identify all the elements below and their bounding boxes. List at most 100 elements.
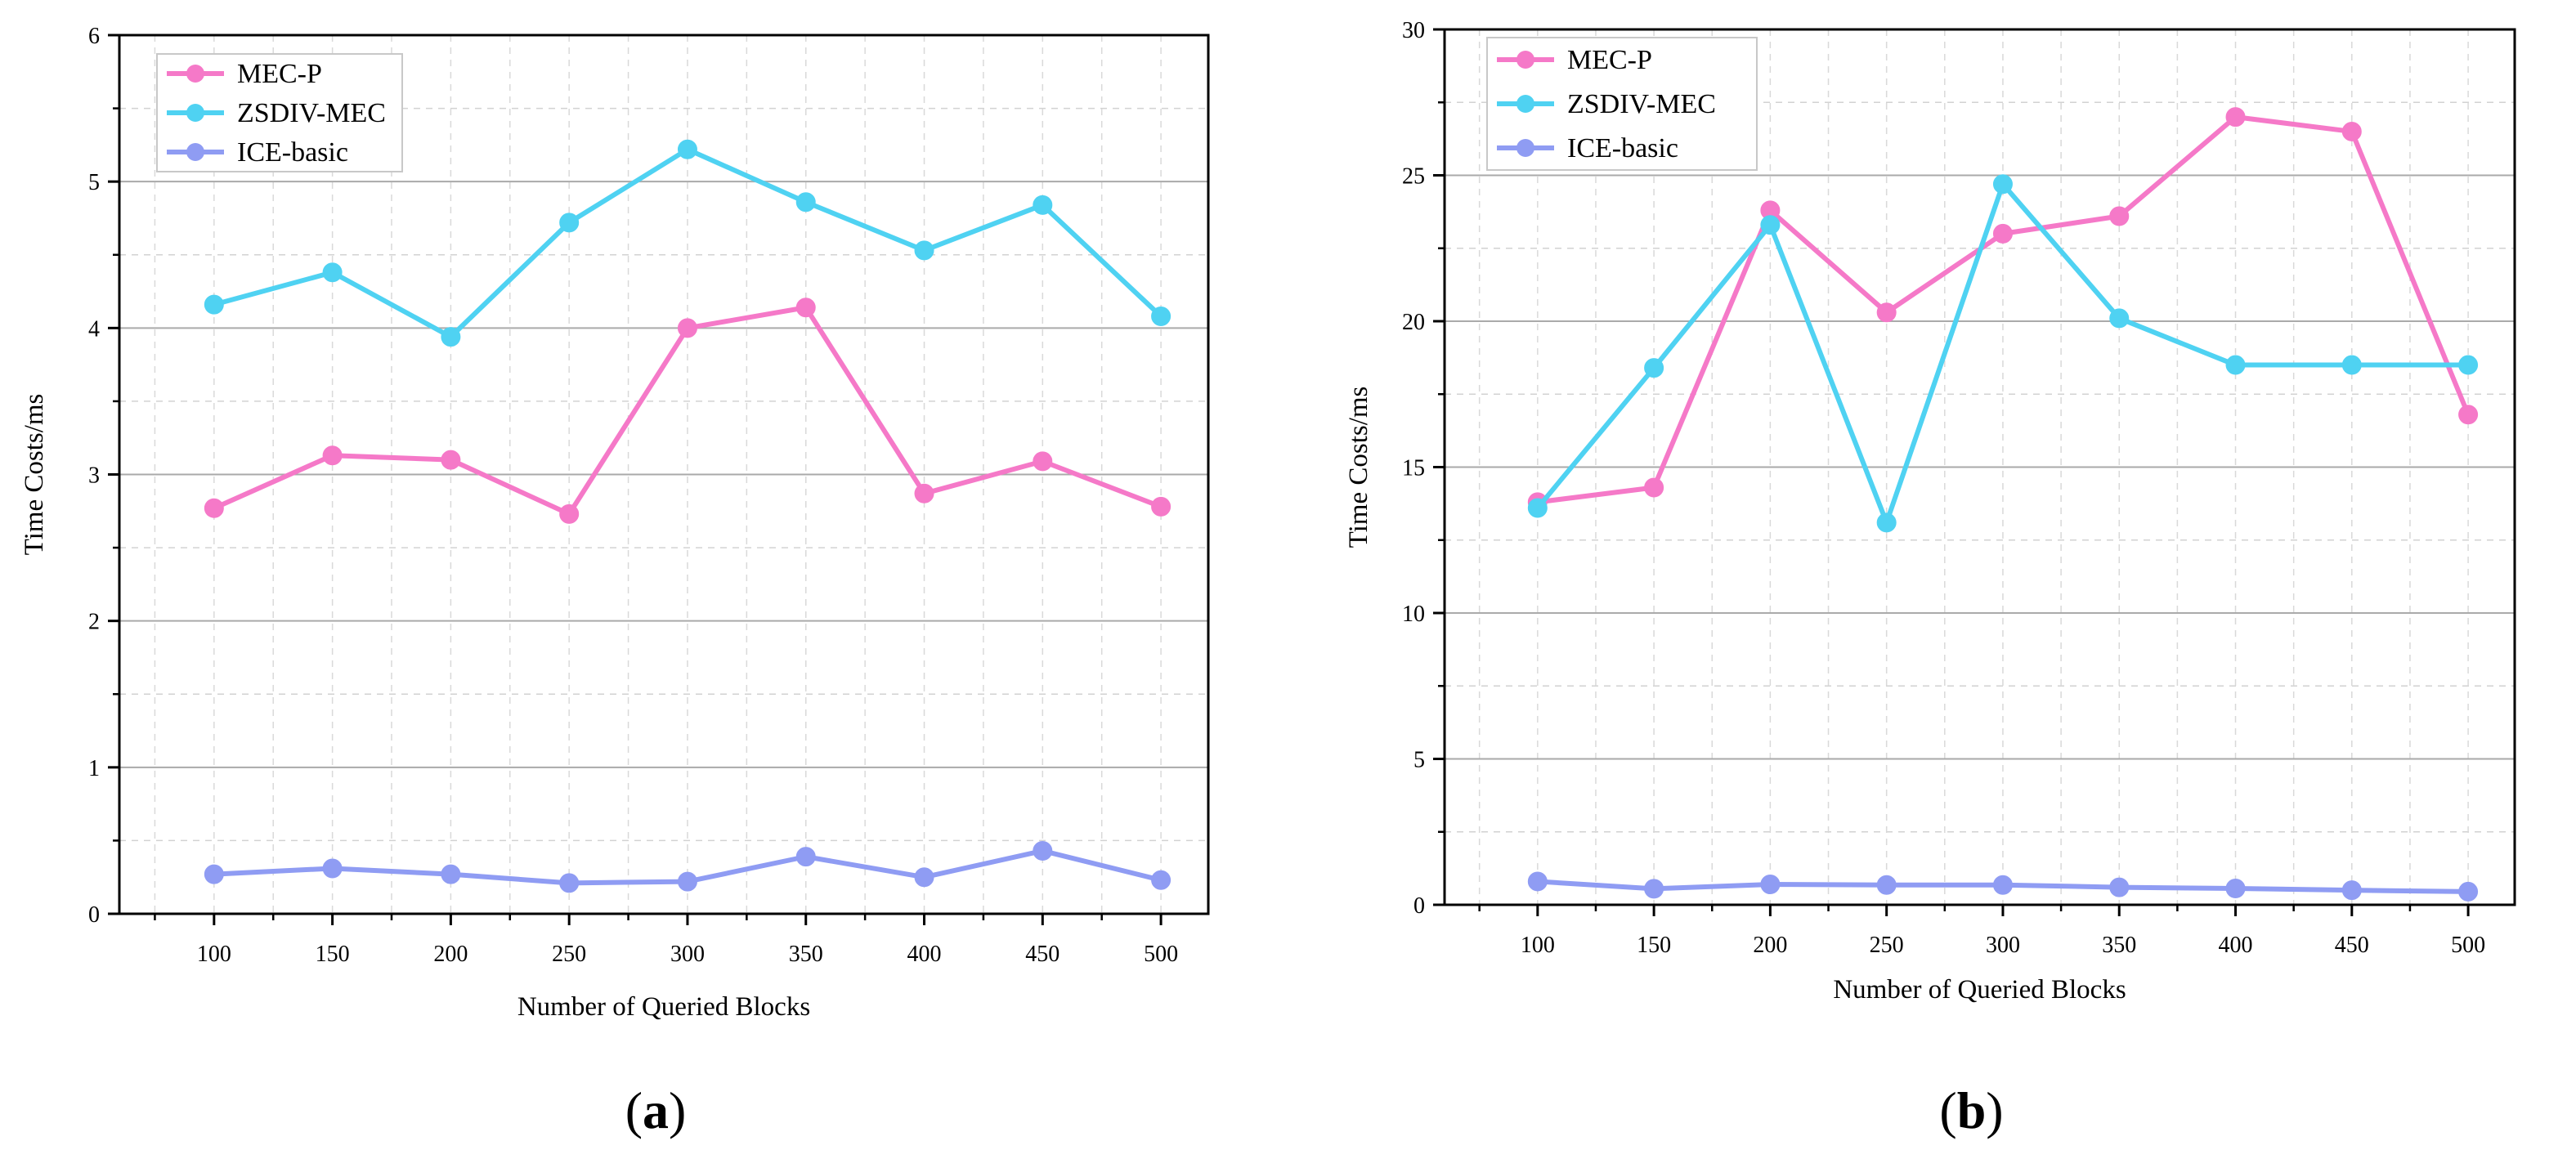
y-tick-label: 4	[88, 316, 100, 342]
data-point	[441, 450, 461, 470]
legend-label: MEC-P	[237, 59, 322, 89]
x-tick-label: 500	[2451, 933, 2485, 958]
data-point	[1151, 870, 1172, 890]
y-tick-label: 6	[88, 24, 100, 49]
data-point	[795, 298, 816, 318]
y-axis-title: Time Costs/ms	[1344, 387, 1373, 548]
panel-label: (a)	[625, 1081, 687, 1139]
data-point	[914, 483, 934, 503]
data-point	[2109, 877, 2130, 897]
y-tick-label: 0	[88, 902, 100, 928]
data-point	[1760, 215, 1781, 235]
y-tick-label: 5	[1413, 748, 1425, 773]
chart-panel-a: 0 1 2 3 4 5 6 100 150 200 250 300 350 400 450 500 Number…	[20, 24, 1210, 1139]
x-axis-title: Number of Queried Blocks	[517, 992, 810, 1022]
data-point	[914, 867, 934, 888]
y-tick-label: 20	[1402, 310, 1425, 335]
x-tick-label: 150	[316, 942, 350, 967]
x-tick-label: 250	[552, 942, 586, 967]
data-point	[795, 847, 816, 867]
x-tick-label: 500	[1144, 942, 1178, 967]
y-axis-title: Time Costs/ms	[20, 394, 49, 556]
y-axis: 0 1 2 3 4 5 6	[88, 24, 119, 928]
legend: MEC-P ZSDIV-MEC ICE-basic	[156, 53, 403, 172]
data-point	[559, 503, 580, 524]
chart-panel-b: 0 5 10 15 20 25 30 100 150 200 250 300 350 400 450 500 N…	[1288, 0, 2576, 1150]
data-point	[1992, 174, 2013, 195]
data-point	[441, 327, 461, 347]
x-tick-label: 150	[1637, 933, 1671, 958]
data-point	[1033, 451, 1053, 472]
series-ice-basic	[1527, 871, 2479, 902]
y-tick-label: 25	[1402, 164, 1425, 190]
y-tick-label: 3	[88, 463, 100, 489]
data-point	[1644, 358, 1664, 378]
legend-label: ZSDIV-MEC	[237, 98, 386, 128]
data-point	[2458, 405, 2479, 425]
legend: MEC-P ZSDIV-MEC ICE-basic	[1486, 37, 1758, 171]
grid	[119, 35, 1208, 914]
x-tick-label: 400	[2219, 933, 2253, 958]
chart-a: 0 1 2 3 4 5 6 100 150 200 250 300 350 400 450 500 Number…	[20, 24, 1210, 1139]
x-tick-label: 300	[1986, 933, 2020, 958]
data-point	[322, 262, 343, 283]
data-point	[1644, 477, 1664, 498]
y-tick-label: 15	[1402, 456, 1425, 481]
data-point	[441, 864, 461, 884]
data-point	[2225, 355, 2246, 375]
data-point	[2109, 308, 2130, 329]
grid	[1445, 29, 2515, 905]
data-point	[1527, 498, 1548, 518]
legend-marker	[1516, 139, 1534, 157]
data-point	[2341, 880, 2362, 901]
legend-marker	[186, 143, 204, 161]
x-tick-label: 100	[1521, 933, 1555, 958]
data-point	[1992, 223, 2013, 244]
data-point	[2109, 206, 2130, 226]
data-point	[1527, 871, 1548, 892]
panel-label: (b)	[1939, 1081, 2003, 1139]
x-tick-label: 400	[907, 942, 942, 967]
x-tick-label: 450	[2335, 933, 2369, 958]
y-tick-label: 1	[88, 756, 100, 781]
x-tick-label: 300	[670, 942, 705, 967]
data-point	[1151, 307, 1172, 326]
data-point	[2341, 121, 2362, 141]
legend-label: MEC-P	[1567, 45, 1652, 75]
x-tick-label: 350	[789, 942, 823, 967]
y-tick-label: 5	[88, 170, 100, 195]
x-tick-label: 200	[433, 942, 468, 967]
series-zsdiv-mec	[1527, 174, 2479, 533]
legend-label: ICE-basic	[1567, 133, 1678, 163]
data-point	[322, 858, 343, 879]
data-point	[1644, 879, 1664, 899]
data-point	[559, 213, 580, 233]
legend-marker	[1516, 95, 1534, 113]
series-mec-p	[204, 298, 1172, 524]
chart-b: 0 5 10 15 20 25 30 100 150 200 250 300 350 400 450 500 N…	[1344, 18, 2516, 1139]
y-axis: 0 5 10 15 20 25 30	[1402, 18, 1445, 919]
data-point	[204, 294, 224, 315]
data-point	[1876, 875, 1897, 895]
y-tick-label: 2	[88, 610, 100, 635]
data-point	[677, 139, 697, 159]
y-tick-label: 0	[1413, 893, 1425, 919]
legend-label: ICE-basic	[237, 137, 348, 168]
data-point	[204, 498, 224, 518]
data-point	[2225, 879, 2246, 899]
x-tick-label: 350	[2102, 933, 2136, 958]
x-axis: 100 150 200 250 300 350 400 450 500	[154, 914, 1178, 967]
data-point	[2458, 355, 2479, 375]
data-point	[1876, 512, 1897, 533]
series-zsdiv-mec	[204, 139, 1172, 347]
x-axis: 100 150 200 250 300 350 400 450 500	[1478, 905, 2485, 958]
legend-label: ZSDIV-MEC	[1567, 89, 1716, 119]
data-point	[2225, 107, 2246, 128]
data-point	[2458, 881, 2479, 902]
data-point	[1760, 875, 1781, 895]
x-tick-label: 250	[1870, 933, 1904, 958]
data-point	[1876, 302, 1897, 323]
data-point	[204, 864, 224, 884]
data-point	[677, 871, 697, 892]
x-tick-label: 200	[1753, 933, 1787, 958]
